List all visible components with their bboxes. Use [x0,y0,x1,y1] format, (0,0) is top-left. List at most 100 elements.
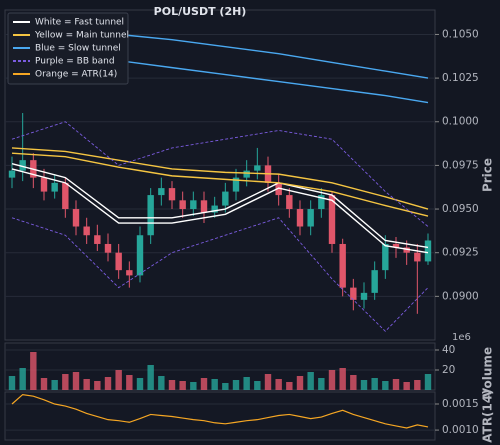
legend-box [7,12,129,85]
candle-body [94,235,101,244]
candle-body [392,243,400,248]
volume-bar [190,382,197,390]
band-line [11,168,429,254]
candle-body [104,243,112,253]
volume-bar [8,376,16,390]
candle-body [83,226,90,236]
candle-body [243,170,250,178]
chart-title: POL/USDT (2H) [154,5,247,18]
volume-bar [307,372,314,390]
candle-body [51,182,58,192]
volume-bar [392,379,400,390]
volume-bar [243,377,250,390]
candle-body [286,195,293,210]
y-tick-label: 40 [442,344,455,356]
band-line [11,217,429,332]
volume-bar [254,381,261,390]
volume-bar [147,365,154,390]
candle-body [232,177,240,192]
legend-label: Purple = BB band [35,57,115,67]
candle-body [307,209,314,227]
atr-panel [4,391,436,441]
legend-label: Yellow = Main tunnel [34,31,129,41]
candle-body [211,205,218,213]
candle-body [296,209,304,227]
candle-body [8,170,16,178]
candle-body [168,188,176,201]
volume-bar [40,378,48,390]
candle-body [414,252,421,262]
candle-body [62,182,69,210]
volume-bar [104,377,112,390]
volume-bar [371,378,378,390]
candle-body [328,195,336,244]
y-tick-label: 0.0015 [442,398,479,410]
volume-bar [200,378,208,390]
volume-bar [339,368,346,390]
y-axis-title: Price [481,158,495,192]
volume-bar [296,376,304,390]
candle-body [115,252,122,271]
candle-body [136,235,144,276]
candle-body [275,182,282,196]
volume-bar [360,380,368,390]
candle-body [403,247,410,253]
volume-bar [94,381,101,390]
volume-bar [51,380,58,390]
candle-body [200,200,208,213]
band-line [11,147,429,210]
y-tick-label: 0.0975 [442,159,479,171]
volume-bar [179,381,186,390]
volume-bar [286,382,293,390]
band-line [11,121,429,227]
candle-body [179,200,186,210]
candle-body [19,160,26,171]
legend-label: White = Fast tunnel [35,18,124,28]
volume-bar [318,378,325,390]
candle-body [339,243,346,288]
candle-body [126,270,133,276]
candle-body [158,188,165,196]
volume-bar [424,374,432,390]
y-tick-label: 20 [442,364,455,376]
candle-body [371,270,378,293]
candle-body [424,240,432,262]
volume-bar [222,383,229,390]
candle-body [40,177,48,192]
volume-bar [126,375,133,390]
y-tick-label: 0.0900 [442,290,479,302]
volume-bar [158,376,165,390]
band-line [11,162,429,249]
volume-offset: 1e6 [452,332,471,343]
y-tick-label: 0.0925 [442,247,479,259]
candle-body [190,200,197,210]
volume-bar [83,379,90,390]
volume-bar [328,370,336,390]
y-tick-label: 0.1050 [442,28,479,40]
volume-bar [264,374,272,390]
volume-bar [168,380,176,390]
y-tick-label: 0.0950 [442,203,479,215]
volume-bar [382,381,389,390]
volume-bar [275,379,282,390]
candle-body [350,287,357,300]
volume-bar [350,375,357,390]
volume-axis-title: Volume [481,347,495,397]
volume-bar [136,378,144,390]
candle-body [360,292,368,300]
candle-body [318,195,325,210]
volume-bar [72,372,80,390]
volume-bar [62,374,69,390]
legend-label: Blue = Slow tunnel [35,44,121,54]
candle-body [254,165,261,171]
candle-body [222,191,229,206]
volume-bar [30,352,37,390]
volume-bar [232,380,240,390]
volume-bar [115,370,122,390]
candle-body [147,195,154,236]
volume-bar [19,368,26,390]
y-tick-label: 0.1000 [442,116,479,128]
legend-label: Orange = ATR(14) [35,70,117,80]
